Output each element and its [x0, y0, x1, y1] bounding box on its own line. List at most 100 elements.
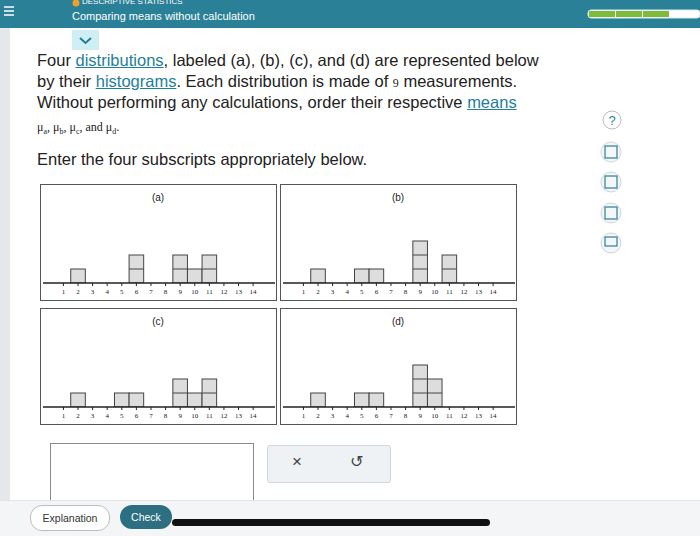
histogram-bar: [173, 255, 188, 283]
tick-mark: [405, 283, 406, 286]
tick-mark: [449, 283, 450, 286]
help-button[interactable]: [603, 111, 621, 129]
explanation-button[interactable]: Explanation: [30, 505, 110, 531]
math-text: 9: [393, 76, 399, 90]
text: μ: [69, 120, 75, 134]
box-divider: [202, 269, 217, 270]
tool-button[interactable]: [601, 203, 621, 223]
tick-label: 14: [250, 288, 258, 296]
tick-label: 12: [220, 412, 228, 420]
histogram-bar: [311, 269, 326, 283]
math-text: ,: [63, 120, 69, 134]
tick-label: 9: [418, 412, 422, 420]
tick-mark: [194, 283, 195, 286]
tick-mark: [361, 283, 362, 286]
tick-mark: [347, 407, 348, 410]
tool-icon: [605, 146, 617, 158]
tool-button[interactable]: [601, 233, 621, 253]
tick-mark: [150, 283, 151, 286]
chart-title: (a): [152, 192, 164, 203]
tool-button[interactable]: [601, 172, 621, 192]
tick-mark: [434, 407, 435, 410]
box-divider: [413, 393, 428, 394]
glossary-link[interactable]: means: [467, 93, 517, 111]
tick-mark: [63, 283, 64, 286]
check-button[interactable]: Check: [120, 505, 172, 529]
subscript: c: [76, 127, 80, 136]
histogram-bar: [311, 393, 326, 407]
tick-label: 2: [76, 288, 80, 296]
tick-mark: [420, 283, 421, 286]
tick-label: 1: [62, 412, 66, 420]
tick-label: 2: [316, 288, 320, 296]
tick-mark: [449, 407, 450, 410]
tick-mark: [390, 407, 391, 410]
glossary-link[interactable]: distributions: [76, 51, 164, 69]
tick-mark: [180, 407, 181, 410]
help-label: ?: [608, 113, 615, 128]
tick-mark: [390, 283, 391, 286]
panel-frame: [281, 309, 517, 425]
answer-box[interactable]: [50, 443, 254, 501]
tick-label: 6: [135, 412, 139, 420]
menu-icon: [4, 14, 14, 16]
menu-icon: [4, 6, 14, 8]
histogram-panel: (b)1234567891011121314: [281, 185, 517, 301]
tick-label: 14: [250, 412, 258, 420]
tick-label: 2: [316, 412, 320, 420]
tick-label: 11: [446, 412, 453, 420]
tick-label: 10: [191, 412, 199, 420]
clear-button[interactable]: ×: [292, 452, 302, 472]
tick-label: 3: [91, 412, 95, 420]
tick-mark: [376, 407, 377, 410]
text: , labeled (a), (b), (c), and (d) are rep…: [164, 51, 539, 69]
tick-mark: [180, 283, 181, 286]
collapse-tab[interactable]: [72, 30, 99, 50]
tick-label: 4: [345, 288, 349, 296]
tick-mark: [318, 283, 319, 286]
tick-label: 13: [475, 412, 483, 420]
box-divider: [129, 269, 144, 270]
tick-mark: [253, 407, 254, 410]
tick-mark: [78, 407, 79, 410]
status-dot: [73, 0, 80, 7]
tool-icon: [605, 237, 617, 246]
histogram-bar: [427, 379, 442, 407]
tick-mark: [238, 407, 239, 410]
subscript: b: [59, 127, 63, 136]
tool-icon: [605, 207, 617, 219]
menu-icon: [4, 10, 14, 12]
tick-label: 13: [235, 288, 243, 296]
histogram-panel: (d)1234567891011121314: [281, 309, 517, 425]
text: histograms: [96, 72, 177, 90]
box-divider: [413, 379, 428, 380]
undo-button[interactable]: ↺: [350, 452, 363, 471]
question-text: . Each distribution is made of: [176, 72, 392, 90]
math-text: μd: [106, 120, 116, 134]
answer-tools: [267, 445, 391, 483]
tick-mark: [209, 407, 210, 410]
bars: [71, 379, 217, 407]
tick-label: 12: [460, 412, 468, 420]
tick-label: 8: [404, 288, 408, 296]
histogram-panel: (a)1234567891011121314: [41, 185, 277, 301]
bars: [311, 365, 442, 407]
progress-segment: [589, 11, 615, 17]
tick-label: 11: [206, 288, 213, 296]
tick-mark: [78, 283, 79, 286]
tool-button[interactable]: [601, 142, 621, 162]
tick-mark: [434, 283, 435, 286]
panel-frame: [281, 185, 517, 301]
text: . Each distribution is made of: [176, 72, 392, 90]
question-text: by their: [37, 72, 96, 90]
tick-mark: [420, 407, 421, 410]
box-divider: [173, 269, 188, 270]
tick-label: 7: [389, 412, 393, 420]
tick-mark: [121, 283, 122, 286]
tick-mark: [92, 407, 93, 410]
tick-mark: [238, 283, 239, 286]
glossary-link[interactable]: histograms: [96, 72, 177, 90]
text: measurements.: [399, 72, 517, 90]
text: by their: [37, 72, 96, 90]
text: distributions: [76, 51, 164, 69]
